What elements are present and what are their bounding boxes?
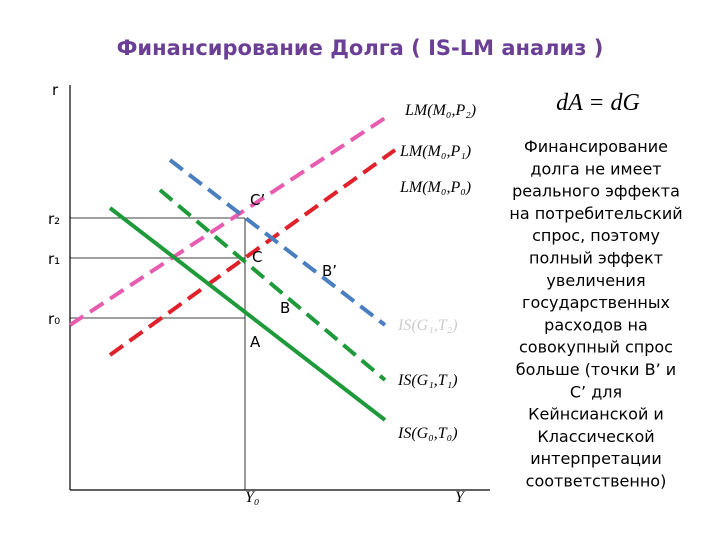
- description-line: государственных: [522, 293, 670, 312]
- lm-label: LM(M₀,P₁): [399, 143, 471, 160]
- y-mark: r₁: [48, 250, 60, 268]
- description: Финансирование долга не имеет реального эф…: [509, 137, 682, 491]
- description-line: больше (точки В’ и: [516, 360, 676, 379]
- x-axis-label: Y: [455, 489, 466, 506]
- description-line: на потребительский: [509, 204, 682, 223]
- y-mark: r₀: [48, 310, 60, 328]
- point-label: C’: [250, 191, 265, 209]
- title: Финансирование Долга ( IS-LM анализ ): [117, 36, 604, 60]
- axes: [69, 85, 490, 491]
- point-label: C: [252, 248, 262, 266]
- description-line: Финансирование: [524, 137, 668, 156]
- description-line: расходов на: [544, 315, 648, 334]
- formula: dA = dG: [556, 90, 640, 116]
- is-label: IS(G₁,T₂): [397, 317, 458, 334]
- description-line: спрос, поэтому: [532, 226, 660, 245]
- description-line: реального эффекта: [512, 182, 680, 201]
- description-line: полный эффект: [529, 249, 663, 268]
- curves: [68, 116, 397, 422]
- is-label: IS(G₀,T₀): [397, 425, 458, 442]
- y-axis-label: r: [52, 81, 59, 99]
- lm-label: LM(M₀,P₂): [404, 102, 476, 119]
- point-label: B’: [322, 262, 337, 280]
- description-line: совокупный спрос: [519, 338, 673, 357]
- description-line: Классической: [537, 427, 654, 446]
- description-line: интерпретации: [530, 449, 661, 468]
- description-line: соответственно): [526, 472, 667, 491]
- description-line: Кейнсианской и: [528, 405, 664, 424]
- is-label: IS(G₁,T₁): [397, 372, 458, 389]
- point-label: B: [280, 299, 290, 317]
- lm-label: LM(M₀,P₀): [399, 179, 471, 196]
- x-mark: Y₀: [245, 489, 259, 506]
- guide-lines: [70, 217, 246, 490]
- description-line: С’ для: [570, 382, 622, 401]
- y-mark: r₂: [48, 210, 60, 228]
- description-line: увеличения: [546, 271, 645, 290]
- description-line: долга не имеет: [530, 159, 661, 178]
- point-label: A: [250, 333, 261, 351]
